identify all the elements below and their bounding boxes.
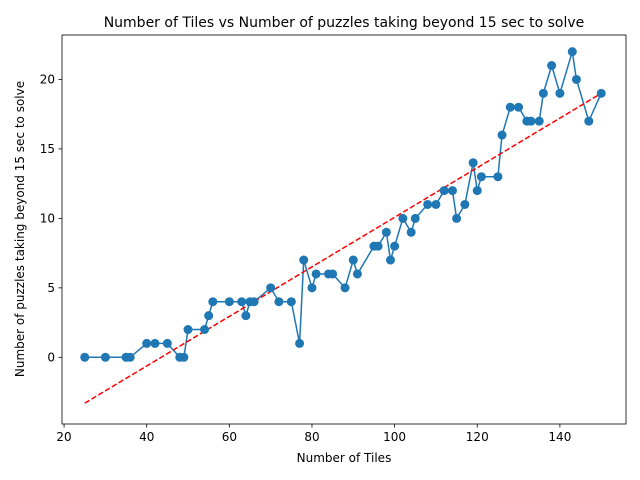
x-axis-label: Number of Tiles: [297, 451, 392, 465]
data-point: [162, 338, 172, 348]
data-point: [340, 283, 350, 293]
data-point: [179, 352, 189, 362]
data-point: [497, 130, 507, 140]
data-point: [100, 352, 110, 362]
data-point: [398, 213, 408, 223]
data-point: [385, 255, 395, 265]
x-tick-label: 60: [222, 430, 237, 444]
data-point: [80, 352, 90, 362]
trend-line: [84, 92, 602, 404]
x-tick-label: 20: [56, 430, 71, 444]
data-point: [447, 186, 457, 196]
x-tick-label: 100: [383, 430, 406, 444]
y-axis-label: Number of puzzles taking beyond 15 sec t…: [13, 81, 27, 377]
data-point: [526, 116, 536, 126]
data-point: [584, 116, 594, 126]
data-point: [200, 325, 210, 335]
data-point: [286, 297, 296, 307]
data-point: [295, 338, 305, 348]
data-point: [439, 186, 449, 196]
data-point: [266, 283, 276, 293]
data-point: [538, 88, 548, 98]
data-point: [150, 338, 160, 348]
data-point: [311, 269, 321, 279]
y-tick-label: 20: [40, 73, 55, 87]
data-point: [567, 47, 577, 57]
data-point: [410, 213, 420, 223]
y-tick-label: 10: [40, 212, 55, 226]
data-point: [307, 283, 317, 293]
data-point: [431, 199, 441, 209]
data-point: [241, 311, 251, 321]
data-point: [299, 255, 309, 265]
data-point: [468, 158, 478, 168]
data-point: [472, 186, 482, 196]
data-point: [547, 61, 557, 71]
data-point: [208, 297, 218, 307]
y-tick-label: 0: [47, 351, 55, 365]
y-tick-label: 5: [47, 281, 55, 295]
x-tick-label: 120: [466, 430, 489, 444]
data-point: [505, 102, 515, 112]
data-point: [125, 352, 135, 362]
data-point: [423, 199, 433, 209]
data-series-line: [84, 51, 602, 359]
data-point: [183, 325, 193, 335]
data-point: [514, 102, 524, 112]
data-point: [596, 88, 606, 98]
y-tick-label: 15: [40, 142, 55, 156]
data-point: [328, 269, 338, 279]
data-point: [390, 241, 400, 251]
x-tick-label: 40: [139, 430, 154, 444]
plot-area: [80, 47, 606, 404]
data-point: [142, 338, 152, 348]
data-point: [452, 213, 462, 223]
data-point: [237, 297, 247, 307]
data-point: [534, 116, 544, 126]
data-point: [373, 241, 383, 251]
data-point: [352, 269, 362, 279]
plot-frame: [61, 34, 627, 425]
data-point: [460, 199, 470, 209]
data-point: [224, 297, 234, 307]
data-point: [555, 88, 565, 98]
data-point: [381, 227, 391, 237]
x-tick-label: 140: [548, 430, 571, 444]
chart-title: Number of Tiles vs Number of puzzles tak…: [104, 15, 585, 31]
axes: 20 40 60 80 100 120 140 0 5 10 15 20: [40, 34, 627, 444]
data-point: [493, 172, 503, 182]
data-point: [249, 297, 259, 307]
data-point: [476, 172, 486, 182]
data-point: [274, 297, 284, 307]
data-point: [204, 311, 214, 321]
data-point: [406, 227, 416, 237]
data-point: [571, 74, 581, 84]
x-tick-label: 80: [304, 430, 319, 444]
data-point: [348, 255, 358, 265]
